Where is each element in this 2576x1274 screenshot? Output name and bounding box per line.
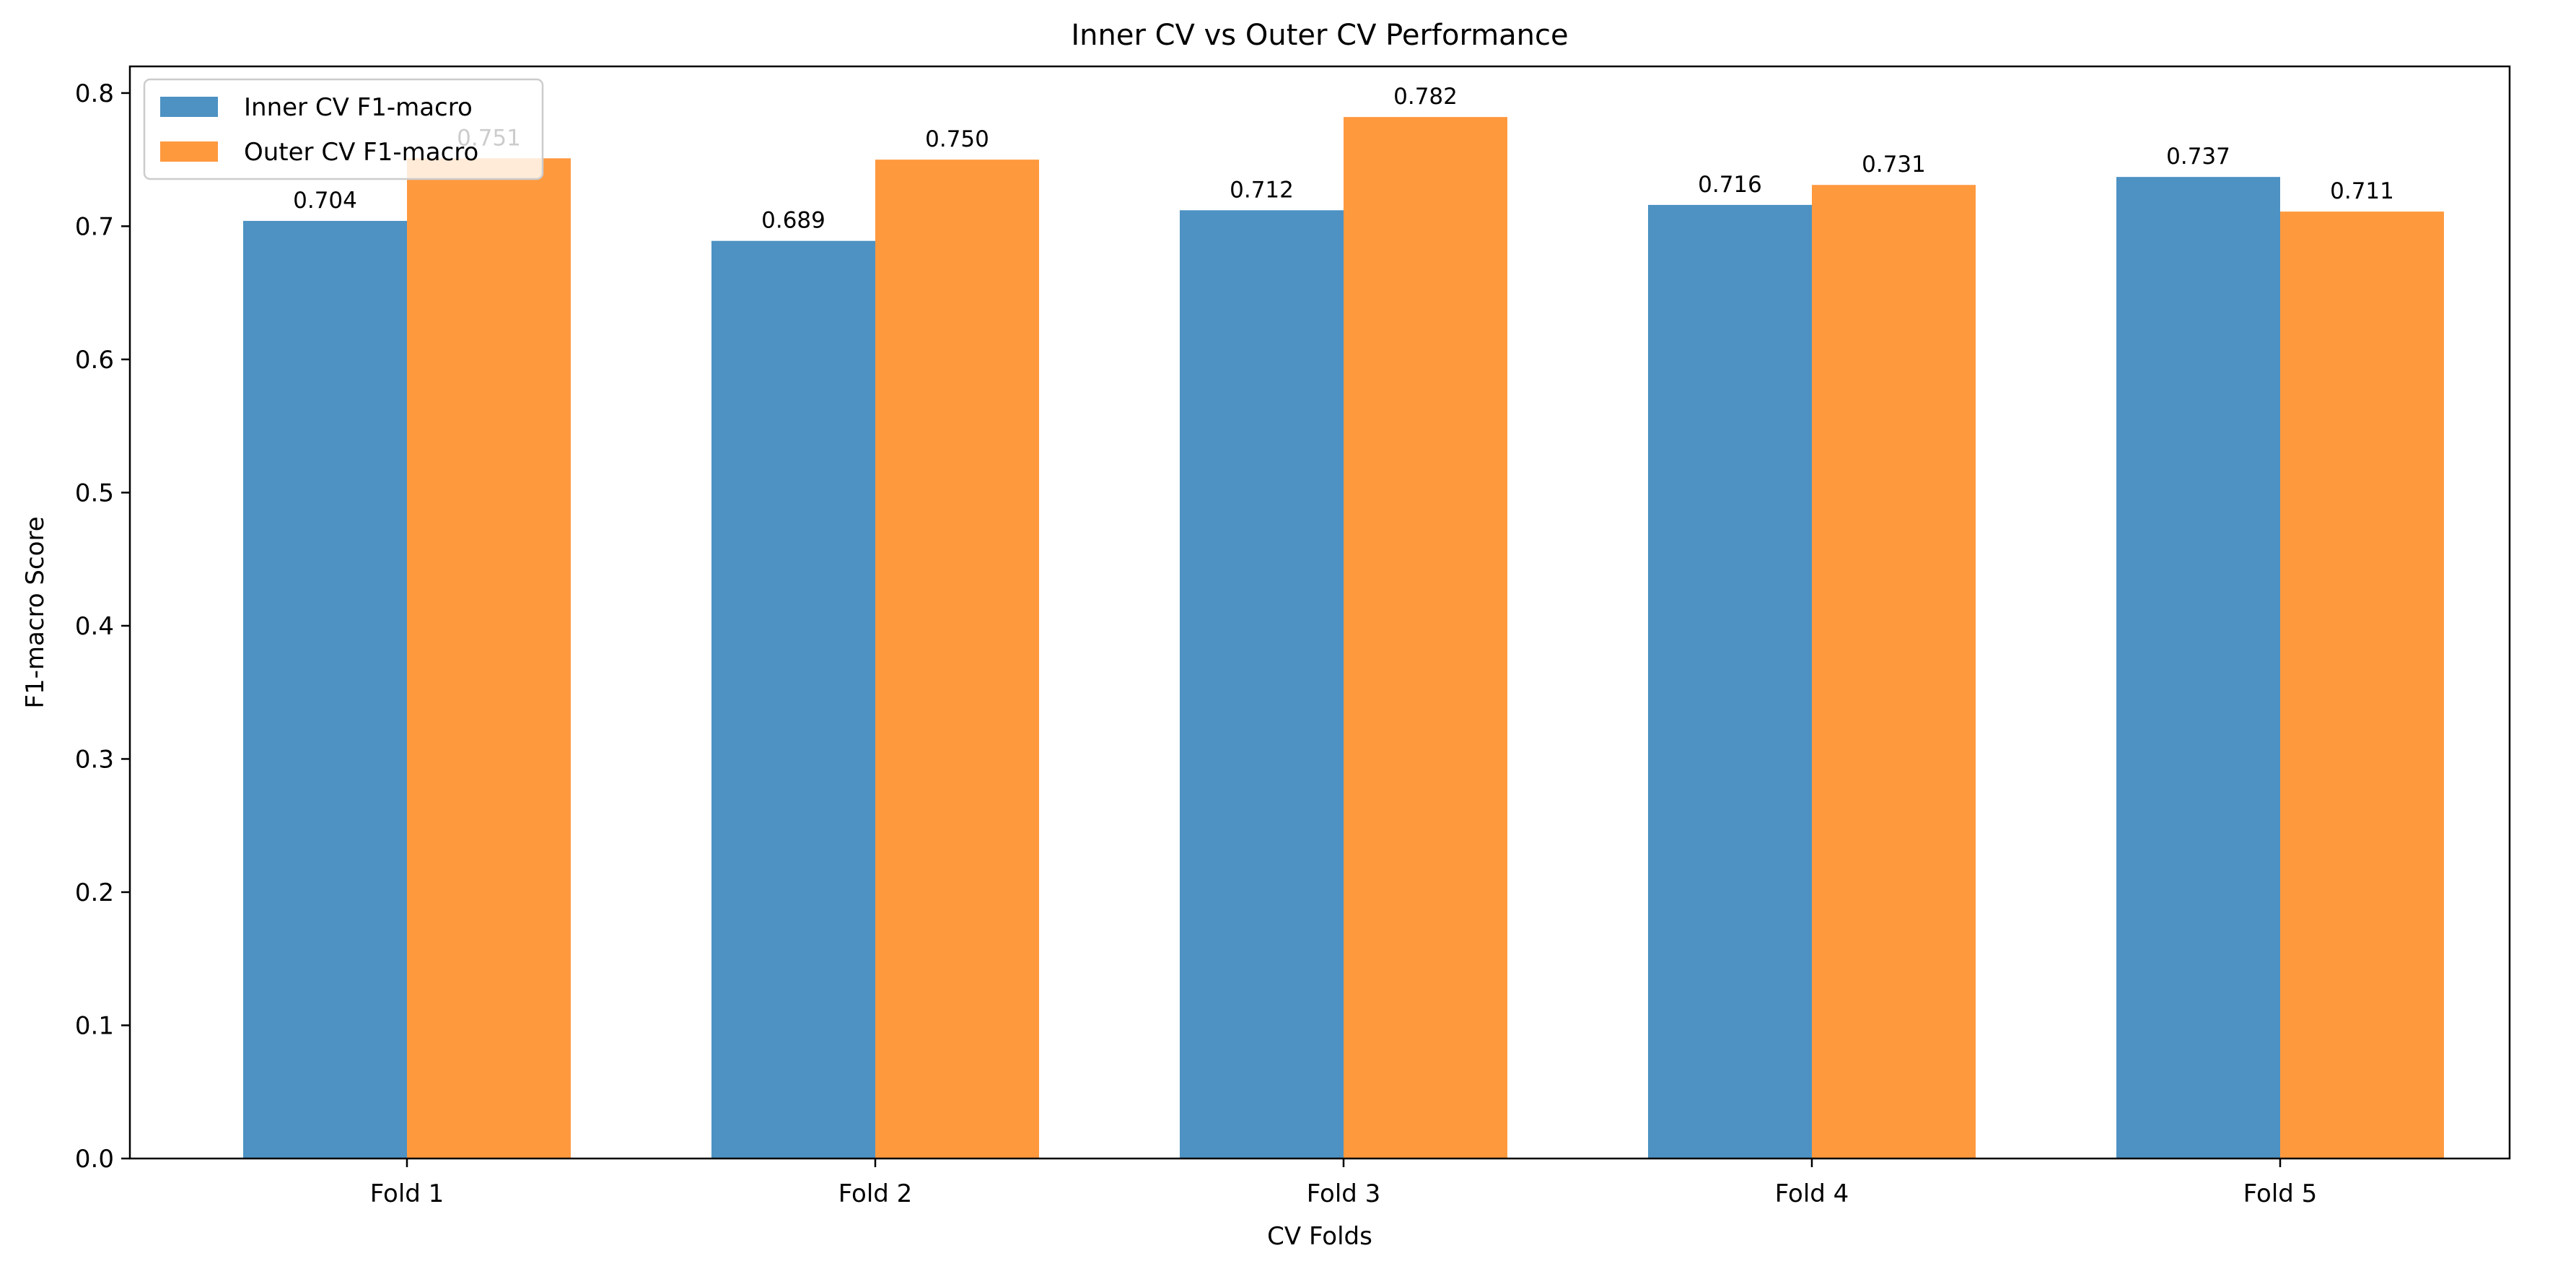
bar-outer-fold-3	[1344, 117, 1507, 1159]
bar-inner-fold-1	[243, 221, 407, 1159]
legend-swatch-inner	[160, 97, 218, 117]
x-tick-label: Fold 5	[2243, 1179, 2318, 1208]
y-axis: 0.0 0.1 0.2 0.3 0.4 0.5 0.6 0.7 0.8	[75, 79, 130, 1174]
legend-box	[143, 78, 544, 180]
legend-label: Outer CV F1-macro	[244, 138, 478, 167]
bar-inner-fold-3	[1180, 210, 1344, 1159]
y-tick-label: 0.8	[75, 79, 114, 108]
value-label: 0.711	[2330, 178, 2394, 204]
value-label: 0.750	[925, 126, 989, 152]
bar-inner-fold-4	[1648, 204, 1812, 1159]
value-label: 0.731	[1862, 152, 1926, 178]
y-tick-label: 0.3	[75, 745, 114, 774]
value-label: 0.737	[2166, 144, 2230, 170]
bars-layer	[243, 117, 2444, 1159]
y-axis-label: F1-macro Score	[21, 516, 50, 708]
bar-outer-fold-5	[2280, 211, 2444, 1159]
x-axis-label: CV Folds	[1267, 1222, 1372, 1251]
bar-inner-fold-5	[2116, 177, 2280, 1159]
bar-outer-fold-1	[407, 158, 571, 1159]
bar-inner-fold-2	[711, 240, 875, 1159]
legend-swatch-outer	[160, 141, 218, 162]
plot-area-frame	[128, 65, 2511, 1160]
legend-label: Inner CV F1-macro	[244, 93, 473, 122]
value-label: 0.704	[293, 188, 357, 214]
y-tick-label: 0.5	[75, 479, 114, 507]
x-tick-label: Fold 1	[370, 1179, 444, 1208]
y-tick-label: 0.2	[75, 878, 114, 907]
x-tick-label: Fold 4	[1775, 1179, 1849, 1208]
y-tick-label: 0.7	[75, 212, 114, 241]
value-label: 0.689	[761, 208, 825, 234]
y-tick-label: 0.4	[75, 612, 114, 641]
legend: Inner CV F1-macro Outer CV F1-macro	[143, 78, 544, 180]
x-tick-label: Fold 2	[838, 1179, 913, 1208]
y-tick-label: 0.6	[75, 346, 114, 375]
bar-outer-fold-4	[1812, 185, 1976, 1159]
value-label: 0.782	[1393, 84, 1458, 110]
y-tick-label: 0.1	[75, 1011, 114, 1040]
x-axis: Fold 1 Fold 2 Fold 3 Fold 4 Fold 5	[370, 1159, 2318, 1208]
bar-outer-fold-2	[875, 160, 1039, 1159]
x-tick-label: Fold 3	[1307, 1179, 1381, 1208]
chart-title: Inner CV vs Outer CV Performance	[1071, 19, 1568, 52]
value-label: 0.712	[1230, 177, 1294, 203]
y-tick-label: 0.0	[75, 1145, 114, 1174]
value-label: 0.716	[1698, 172, 1762, 198]
